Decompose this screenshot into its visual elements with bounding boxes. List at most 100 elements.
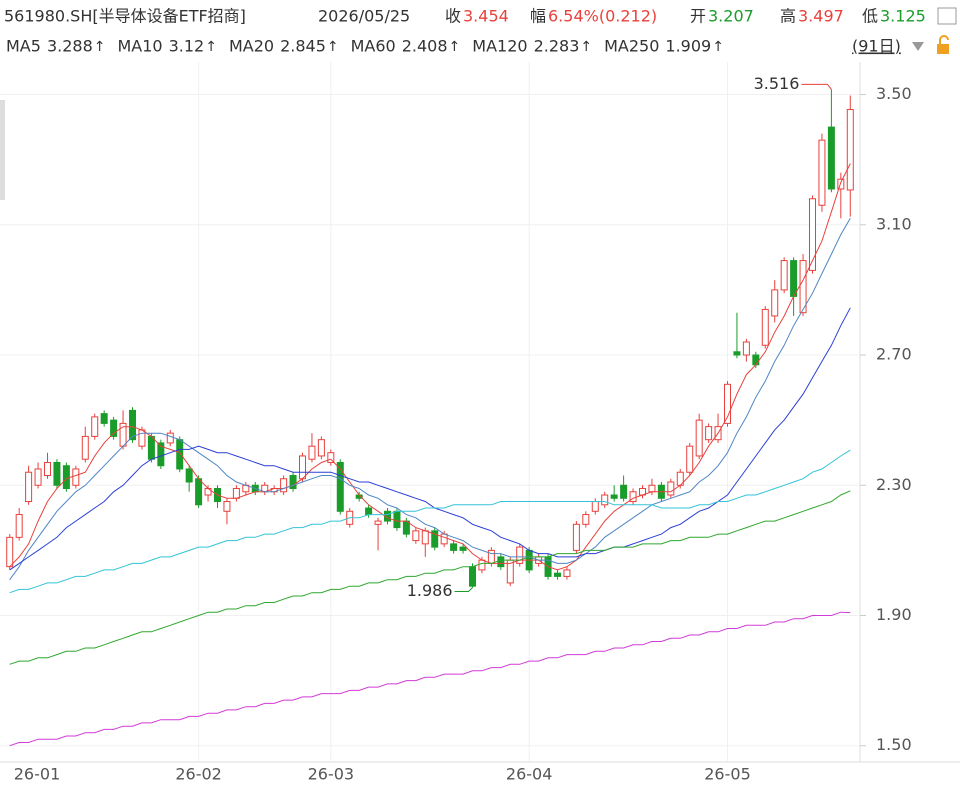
legend-trend: ↑ bbox=[327, 39, 339, 55]
candle-body bbox=[733, 351, 741, 356]
candle-body bbox=[232, 488, 240, 499]
candle-body bbox=[620, 484, 628, 499]
ma-line bbox=[9, 218, 851, 580]
candle bbox=[223, 498, 231, 525]
candle-body bbox=[195, 478, 203, 506]
candle-body bbox=[157, 442, 165, 467]
candle-body bbox=[421, 530, 429, 545]
candle bbox=[714, 413, 722, 443]
candle-body bbox=[62, 465, 70, 490]
candle-body bbox=[648, 484, 656, 493]
legend-value: 2.283 bbox=[534, 37, 580, 56]
candle bbox=[100, 410, 108, 427]
candle-body bbox=[799, 260, 807, 314]
candle-body bbox=[827, 126, 835, 190]
candle-body bbox=[6, 536, 14, 568]
candle bbox=[818, 133, 826, 212]
candle-body bbox=[742, 341, 750, 356]
candle bbox=[81, 426, 89, 463]
candle bbox=[667, 478, 675, 499]
candle-body bbox=[223, 501, 231, 512]
legend-name: MA60 bbox=[351, 37, 396, 56]
candle-body bbox=[431, 530, 439, 548]
dropdown-icon[interactable] bbox=[912, 42, 924, 51]
y-tick-label: 2.70 bbox=[876, 345, 912, 364]
candle bbox=[695, 413, 703, 460]
candle bbox=[478, 556, 486, 574]
x-tick-label: 26-02 bbox=[175, 765, 222, 784]
candle-body bbox=[308, 445, 316, 460]
candle bbox=[591, 498, 599, 515]
candle bbox=[412, 527, 420, 544]
candle bbox=[91, 413, 99, 440]
candle bbox=[572, 521, 580, 554]
ma-line bbox=[9, 163, 851, 571]
candle bbox=[752, 351, 760, 369]
legend-trend: ↑ bbox=[712, 39, 724, 55]
candle-body bbox=[497, 556, 505, 568]
candle-body bbox=[185, 468, 193, 483]
ma-line bbox=[9, 307, 851, 571]
wp-icon[interactable] bbox=[937, 7, 957, 25]
y-tick-label: 1.50 bbox=[876, 735, 912, 754]
candle bbox=[516, 543, 524, 567]
candle-body bbox=[280, 478, 288, 493]
candle bbox=[185, 465, 193, 492]
icon-frame bbox=[937, 7, 957, 25]
candle bbox=[62, 462, 70, 492]
lock-icon[interactable] bbox=[937, 35, 949, 54]
candle bbox=[601, 491, 609, 509]
x-tick-label: 26-05 bbox=[704, 765, 751, 784]
legend-name: MA5 bbox=[6, 37, 41, 56]
high-label: 高 bbox=[780, 7, 796, 26]
candle-body bbox=[629, 491, 637, 503]
candle bbox=[374, 517, 382, 551]
annotation-leader bbox=[454, 587, 473, 592]
candle bbox=[299, 452, 306, 482]
candle-body bbox=[100, 413, 108, 424]
candle-body bbox=[469, 566, 476, 587]
legend-trend: ↑ bbox=[449, 39, 461, 55]
candle bbox=[846, 95, 854, 217]
candle-body bbox=[147, 435, 155, 460]
candle bbox=[166, 429, 174, 447]
x-tick-label: 26-03 bbox=[308, 765, 355, 784]
candle bbox=[214, 485, 221, 509]
y-tick-label: 1.90 bbox=[876, 605, 912, 624]
candle-body bbox=[317, 439, 325, 457]
candle-body bbox=[110, 419, 118, 437]
candle-body bbox=[771, 289, 779, 317]
candle-body bbox=[365, 507, 373, 516]
candle-body bbox=[516, 546, 524, 564]
candle bbox=[232, 485, 240, 502]
x-tick-label: 26-04 bbox=[506, 765, 553, 784]
candle-body bbox=[34, 468, 42, 486]
period-selector[interactable]: (91日) bbox=[852, 37, 901, 56]
candle-body bbox=[129, 409, 136, 441]
candle-body bbox=[752, 354, 760, 366]
candle bbox=[610, 485, 618, 502]
candle-body bbox=[53, 461, 61, 486]
candle bbox=[771, 280, 779, 323]
candle-body bbox=[44, 461, 51, 476]
candle-body bbox=[686, 445, 694, 473]
candle-body bbox=[780, 260, 788, 291]
candle bbox=[44, 452, 51, 479]
candle-body bbox=[724, 383, 731, 424]
chart-title: 561980.SH[半导体设备ETF招商] bbox=[4, 7, 246, 26]
candle bbox=[780, 257, 788, 294]
candle bbox=[317, 436, 325, 460]
candle bbox=[582, 511, 590, 528]
candle-body bbox=[761, 308, 769, 346]
candle bbox=[110, 416, 118, 440]
candle-body bbox=[809, 198, 816, 271]
legend-trend: ↑ bbox=[205, 39, 217, 55]
candle bbox=[431, 527, 439, 551]
candle bbox=[53, 459, 61, 489]
candle bbox=[25, 465, 33, 505]
candle-body bbox=[412, 530, 420, 542]
candle bbox=[15, 508, 23, 541]
candle bbox=[761, 306, 769, 349]
candle-body bbox=[695, 419, 703, 457]
candle-body bbox=[563, 569, 571, 577]
